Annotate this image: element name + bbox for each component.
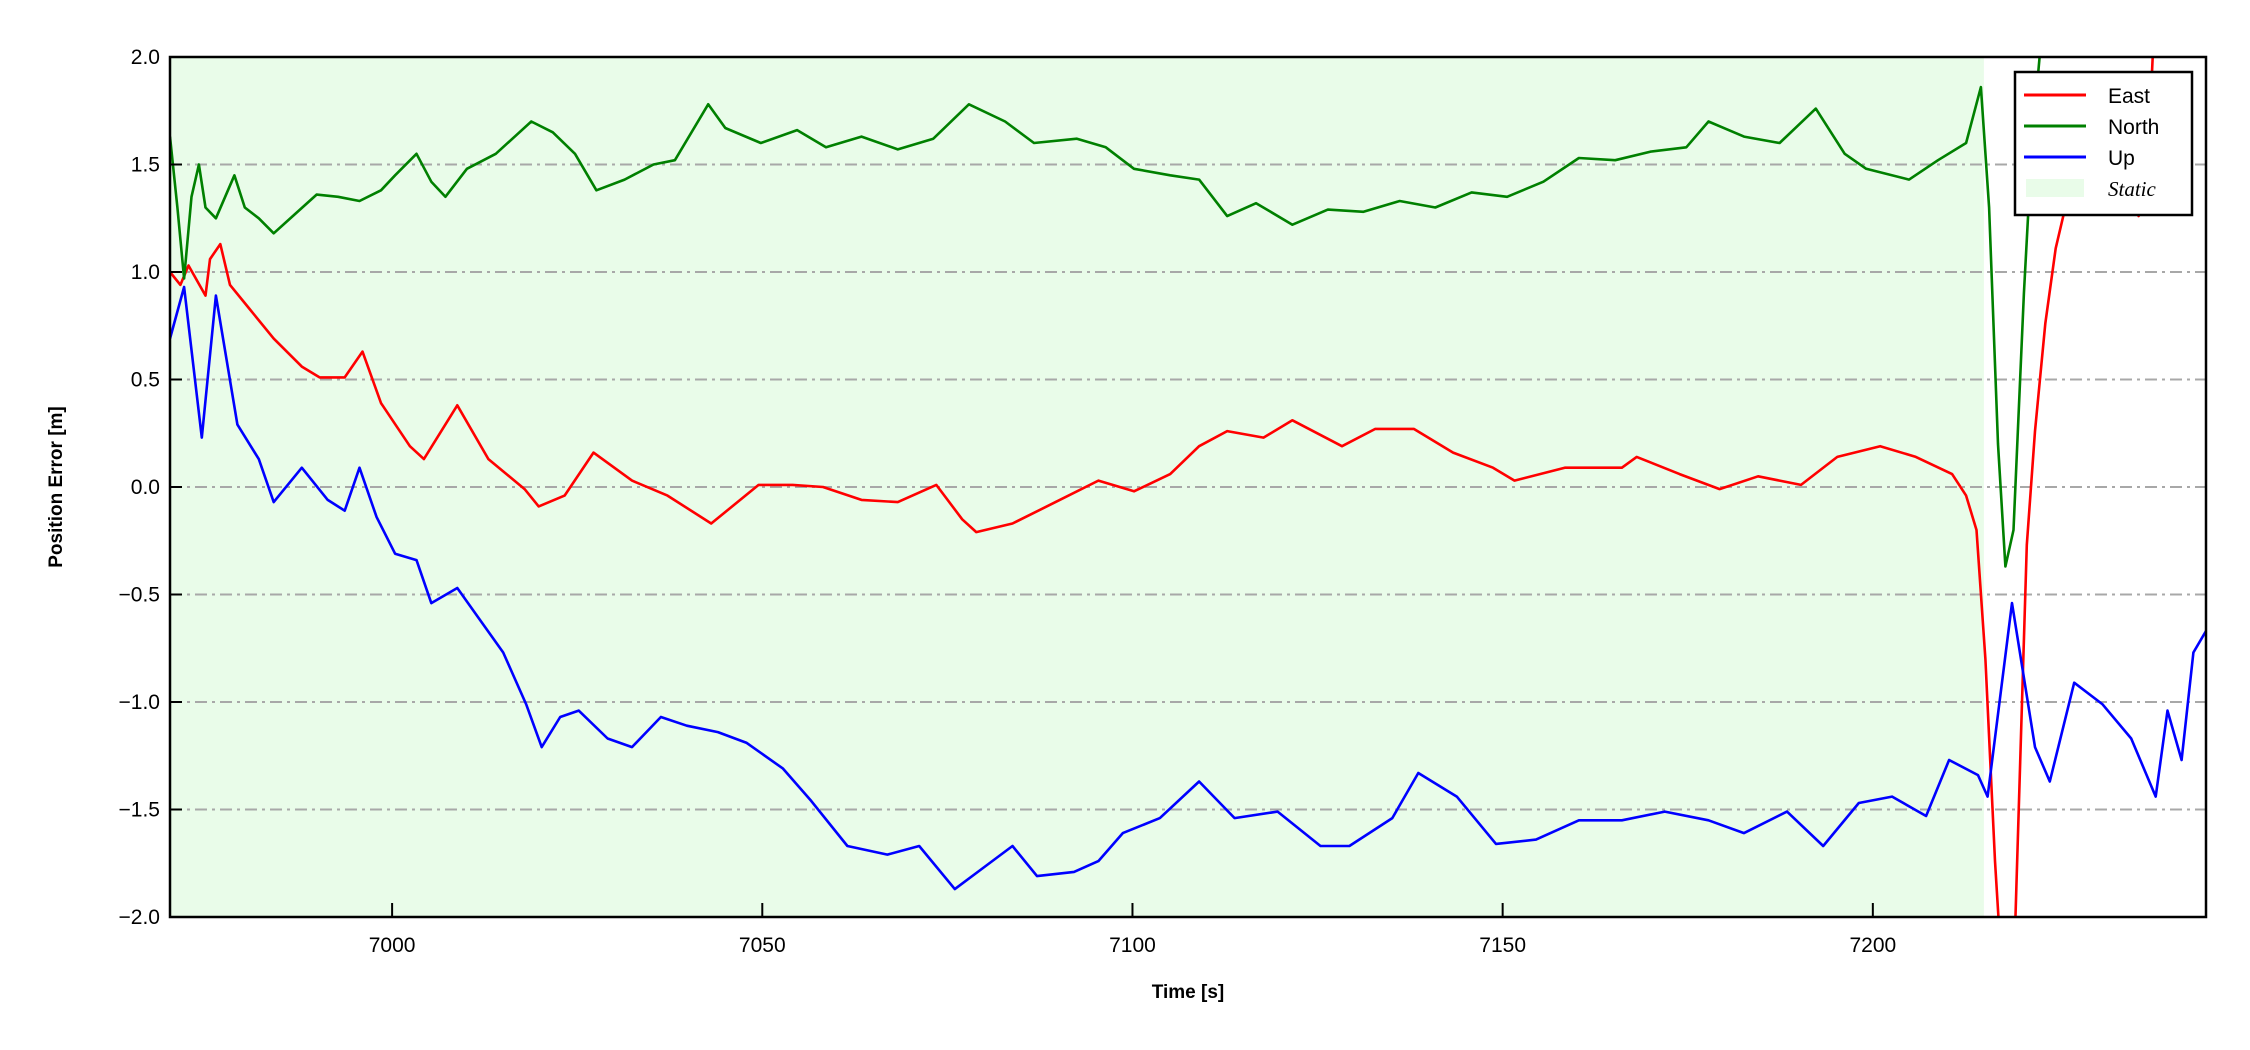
series-line-east	[170, 57, 2155, 917]
x-tick-label: 7100	[1109, 934, 1156, 957]
x-tick-label: 7000	[369, 934, 416, 957]
x-tick-label: 7200	[1849, 934, 1896, 957]
y-tick-label: 1.0	[131, 261, 160, 284]
y-tick-label: −2.0	[119, 906, 160, 929]
y-tick-label: −1.0	[119, 691, 160, 714]
x-tick-label: 7150	[1479, 934, 1526, 957]
series-line-north	[170, 57, 2041, 568]
x-axis-label: Time [s]	[1152, 982, 1225, 1003]
x-tick-label: 7050	[739, 934, 786, 957]
series-lines	[170, 57, 2206, 917]
y-tick-label: 1.5	[131, 154, 160, 177]
legend-label-up: Up	[2108, 147, 2135, 170]
y-tick-label: 2.0	[131, 46, 160, 69]
legend-label-east: East	[2108, 85, 2150, 108]
y-tick-label: −0.5	[119, 584, 160, 607]
y-tick-label: 0.0	[131, 476, 160, 499]
y-tick-label: 0.5	[131, 369, 160, 392]
series-line-up	[170, 285, 2206, 891]
legend: East North Up Static	[2013, 70, 2194, 217]
y-axis-label: Position Error [m]	[46, 406, 67, 568]
legend-label-static: Static	[2108, 177, 2157, 201]
legend-label-north: North	[2108, 116, 2159, 139]
gridlines	[170, 163, 2206, 811]
axes: −2.0 −1.5 −1.0 −0.5 0.0 0.5 1.0 1.5 2.0 7000 7050 7…	[119, 46, 2208, 957]
y-tick-label: −1.5	[119, 799, 160, 822]
legend-swatch-static	[2026, 179, 2084, 197]
